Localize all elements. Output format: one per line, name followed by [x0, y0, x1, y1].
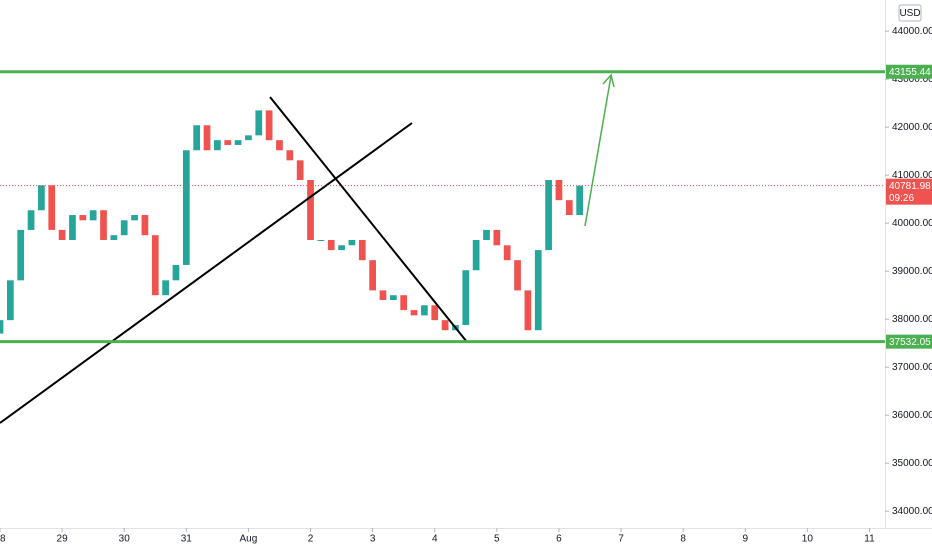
candle [255, 110, 263, 136]
candle [503, 245, 511, 261]
candle [493, 229, 501, 246]
y-tick-label: 42000.00 [892, 122, 932, 133]
x-tick-label: Aug [240, 534, 258, 545]
candle [58, 229, 66, 240]
candle [276, 140, 283, 151]
candle [48, 185, 56, 230]
candle [172, 264, 180, 281]
x-tick-label: 29 [57, 534, 69, 545]
x-tick-label: 8 [680, 534, 686, 545]
candle [79, 215, 87, 221]
x-tick-label: 5 [494, 534, 500, 545]
y-tick-label: 39000.00 [892, 266, 932, 277]
candle [400, 295, 408, 311]
candle [100, 210, 107, 240]
candle [286, 150, 294, 161]
currency[interactable]: USD [899, 8, 920, 19]
x-tick-label: 11 [864, 534, 875, 545]
candle [431, 305, 439, 321]
candle [534, 250, 542, 331]
candle [338, 245, 345, 251]
trend-line [269, 96, 468, 343]
candle [472, 240, 480, 271]
candle [545, 180, 552, 251]
level-label: 43155.44 [889, 67, 931, 78]
candle [379, 290, 387, 300]
candle [555, 180, 563, 201]
y-tick-label: 44000.00 [892, 26, 932, 37]
candle [0, 320, 4, 334]
x-tick-label: 30 [119, 534, 131, 545]
candle [410, 310, 418, 316]
candle [110, 235, 118, 240]
candle [369, 260, 376, 291]
arrow-head [602, 73, 615, 88]
currency-box[interactable] [898, 4, 922, 22]
candle [203, 125, 211, 151]
candle [514, 260, 521, 291]
candle [265, 110, 273, 141]
x-tick-label: 10 [802, 534, 814, 545]
candle [214, 140, 221, 151]
candle [348, 240, 356, 246]
candle [565, 200, 573, 216]
candle [307, 180, 314, 240]
candle [327, 240, 335, 251]
level-label-box [886, 334, 932, 349]
candle [69, 215, 76, 240]
candle [224, 140, 232, 145]
candle [389, 295, 397, 300]
candle [27, 210, 35, 230]
candle [151, 235, 159, 296]
x-tick-label: 31 [181, 534, 193, 545]
candle [462, 270, 470, 325]
countdown: 09:26 [889, 193, 914, 204]
y-tick-label: 38000.00 [892, 314, 932, 325]
x-tick-label: 9 [742, 534, 748, 545]
candle [6, 280, 14, 321]
candle [131, 215, 138, 221]
last-price-label: 40781.98 [889, 181, 931, 192]
candle [317, 240, 325, 241]
candle [245, 135, 252, 141]
candle [483, 229, 490, 240]
y-tick-label: 36000.00 [892, 410, 932, 421]
y-tick-label: 37000.00 [892, 362, 932, 373]
candle [441, 320, 449, 331]
candle [17, 229, 25, 281]
candle [38, 185, 45, 211]
trend-line [0, 122, 413, 424]
candle [120, 220, 128, 236]
candle [576, 185, 584, 216]
candle [421, 305, 428, 316]
y-tick-label: 43000.00 [892, 74, 932, 85]
drawings [0, 73, 615, 424]
candle [162, 280, 169, 296]
candle [234, 140, 242, 145]
candle [358, 240, 366, 261]
candle [193, 125, 201, 151]
x-tick-label: 4 [432, 534, 438, 545]
y-tick-label: 35000.00 [892, 458, 932, 469]
x-tick-label: 2 [308, 534, 314, 545]
candle [141, 215, 149, 236]
candle [182, 150, 190, 265]
x-tick-label: 28 [0, 534, 6, 545]
candle [89, 210, 97, 221]
plot-area [0, 110, 584, 334]
candle [296, 160, 304, 180]
y-tick-label: 41000.00 [892, 170, 932, 181]
x-tick-label: 7 [618, 534, 624, 545]
x-tick-label: 6 [556, 534, 562, 545]
candle [524, 290, 532, 331]
arrow [584, 75, 612, 227]
level-label: 37532.05 [889, 337, 931, 348]
level-label-box [886, 64, 932, 79]
y-tick-label: 40000.00 [892, 218, 932, 229]
last-price-box [886, 178, 932, 205]
x-tick-label: 3 [370, 534, 376, 545]
y-tick-label: 34000.00 [892, 506, 932, 517]
